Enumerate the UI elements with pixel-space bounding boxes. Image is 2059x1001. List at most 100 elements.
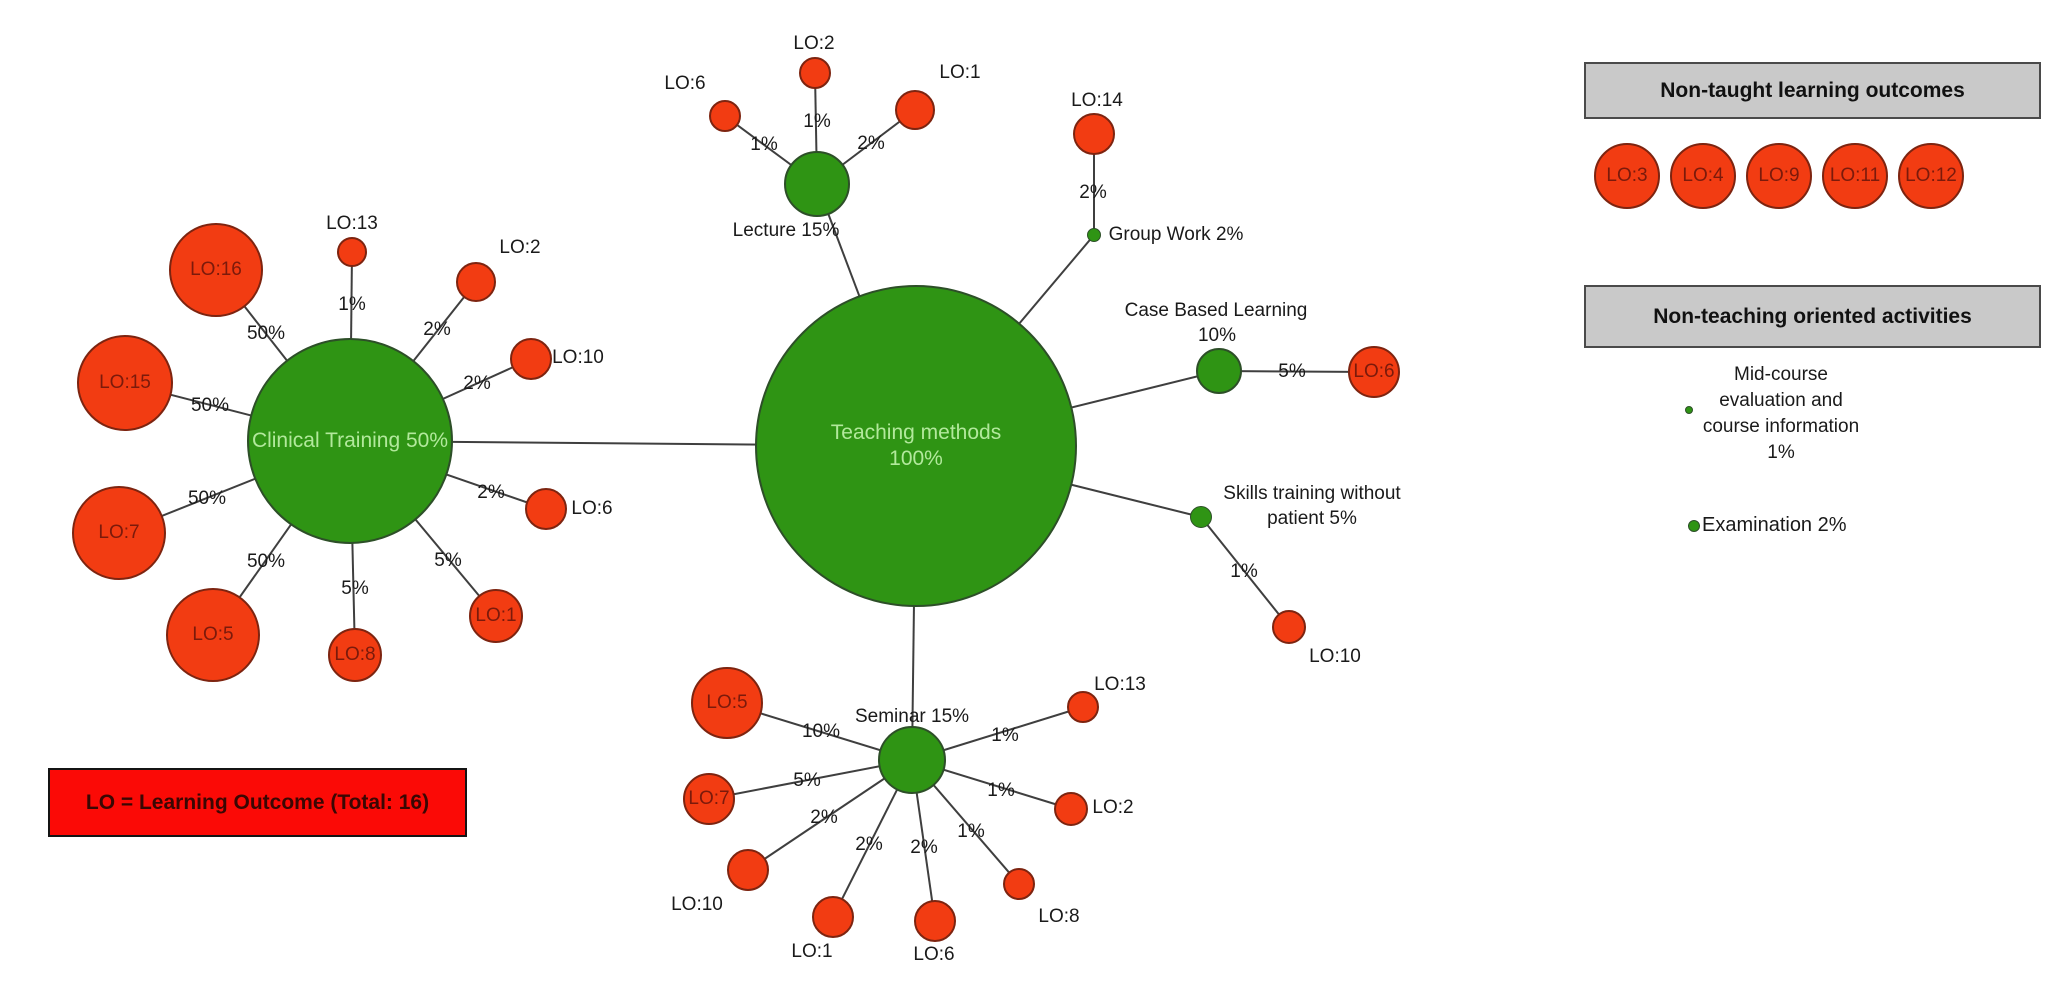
diagram-text-label: LO:13 bbox=[326, 213, 378, 234]
node-label: LO:11 bbox=[1829, 165, 1881, 187]
edge-percentage-label: 2% bbox=[423, 319, 451, 340]
node-sem-lo7: LO:7 bbox=[683, 773, 735, 825]
edge-percentage-label: 2% bbox=[1079, 182, 1107, 203]
node-sem-lo13 bbox=[1067, 691, 1099, 723]
diagram-text-label: Lecture 15% bbox=[732, 220, 840, 241]
node-lec-lo6 bbox=[709, 100, 741, 132]
node-sem-lo8 bbox=[1003, 868, 1035, 900]
examination-label: Examination 2% bbox=[1702, 514, 1847, 536]
node-ct-lo16: LO:16 bbox=[169, 223, 263, 317]
node-sem-lo6 bbox=[914, 900, 956, 942]
edge-percentage-label: 1% bbox=[338, 294, 366, 315]
edge-percentage-label: 1% bbox=[1230, 561, 1258, 582]
node-sk-lo10 bbox=[1272, 610, 1306, 644]
diagram-text-label: LO:10 bbox=[671, 894, 723, 915]
node-nt-lo9: LO:9 bbox=[1746, 143, 1812, 209]
node-midcourse-dot bbox=[1685, 406, 1693, 414]
diagram-text-label: LO:10 bbox=[552, 347, 604, 368]
edge-percentage-label: 1% bbox=[803, 111, 831, 132]
diagram-text-label: LO:2 bbox=[499, 237, 541, 258]
node-nt-lo3: LO:3 bbox=[1594, 143, 1660, 209]
node-label: LO:5 bbox=[192, 624, 234, 646]
node-teaching-methods: Teaching methods 100% bbox=[755, 285, 1077, 607]
node-label: LO:3 bbox=[1606, 165, 1648, 187]
non-taught-header: Non-taught learning outcomes bbox=[1584, 62, 2041, 119]
diagram-text-label: Group Work 2% bbox=[1108, 224, 1244, 245]
node-ct-lo1: LO:1 bbox=[469, 589, 523, 643]
node-label: LO:6 bbox=[1353, 361, 1395, 383]
edge-percentage-label: 1% bbox=[750, 134, 778, 155]
node-ct-lo2 bbox=[456, 262, 496, 302]
diagram-text-label: LO:1 bbox=[791, 941, 833, 962]
non-teaching-header: Non-teaching oriented activities bbox=[1584, 285, 2041, 348]
node-label: LO:15 bbox=[99, 372, 151, 394]
node-lec-lo1 bbox=[895, 90, 935, 130]
node-sem-lo2 bbox=[1054, 792, 1088, 826]
edge-percentage-label: 5% bbox=[434, 550, 462, 571]
edge-skills-training--sk-lo10 bbox=[1200, 516, 1290, 628]
node-ct-lo15: LO:15 bbox=[77, 335, 173, 431]
diagram-text-label: Seminar 15% bbox=[854, 706, 970, 727]
edge-percentage-label: 2% bbox=[477, 482, 505, 503]
diagram-text-label: LO:13 bbox=[1094, 674, 1146, 695]
diagram-text-label: Skills training without bbox=[1223, 483, 1401, 504]
node-label: LO:7 bbox=[98, 522, 140, 544]
node-ct-lo6 bbox=[525, 488, 567, 530]
edge-percentage-label: 5% bbox=[1278, 361, 1306, 382]
legend-text: LO = Learning Outcome (Total: 16) bbox=[85, 790, 430, 814]
node-ct-lo13 bbox=[337, 237, 367, 267]
node-sem-lo10 bbox=[727, 849, 769, 891]
node-label: Clinical Training 50% bbox=[251, 428, 449, 452]
node-gw-lo14 bbox=[1073, 113, 1115, 155]
node-ct-lo5: LO:5 bbox=[166, 588, 260, 682]
node-nt-lo12: LO:12 bbox=[1898, 143, 1964, 209]
edge-percentage-label: 50% bbox=[190, 395, 230, 416]
node-clinical-training: Clinical Training 50% bbox=[247, 338, 453, 544]
node-label: LO:16 bbox=[190, 259, 242, 281]
node-ct-lo10 bbox=[510, 338, 552, 380]
node-nt-lo4: LO:4 bbox=[1670, 143, 1736, 209]
diagram-text-label: Case Based Learning bbox=[1124, 300, 1308, 321]
node-nt-lo11: LO:11 bbox=[1822, 143, 1888, 209]
node-sem-lo5: LO:5 bbox=[691, 667, 763, 739]
edge-percentage-label: 2% bbox=[910, 837, 938, 858]
diagram-text-label: LO:6 bbox=[571, 498, 613, 519]
midcourse-line-4: 1% bbox=[1767, 442, 1795, 463]
diagram-text-label: LO:14 bbox=[1071, 90, 1123, 111]
diagram-text-label: LO:6 bbox=[913, 944, 955, 965]
midcourse-line-2: evaluation and bbox=[1719, 390, 1843, 411]
node-label: LO:1 bbox=[475, 605, 517, 627]
midcourse-label: Mid-course evaluation and course informa… bbox=[1661, 362, 1901, 466]
diagram-text-label: LO:10 bbox=[1309, 646, 1361, 667]
edge-percentage-label: 1% bbox=[991, 725, 1019, 746]
node-sem-lo1 bbox=[812, 896, 854, 938]
diagram-text-label: LO:1 bbox=[939, 62, 981, 83]
node-label: Teaching methods bbox=[830, 420, 1002, 444]
edge-percentage-label: 1% bbox=[987, 780, 1015, 801]
node-label: LO:12 bbox=[1905, 165, 1957, 187]
node-label: LO:9 bbox=[1758, 165, 1800, 187]
edge-percentage-label: 2% bbox=[810, 807, 838, 828]
midcourse-line-1: Mid-course bbox=[1734, 364, 1828, 385]
node-lec-lo2 bbox=[799, 57, 831, 89]
legend-box: LO = Learning Outcome (Total: 16) bbox=[48, 768, 467, 837]
diagram-text-label: LO:2 bbox=[793, 33, 835, 54]
diagram-text-label: patient 5% bbox=[1267, 508, 1357, 529]
edge-percentage-label: 50% bbox=[246, 551, 286, 572]
edge-percentage-label: 5% bbox=[341, 578, 369, 599]
node-examination-dot bbox=[1688, 520, 1700, 532]
node-label: LO:4 bbox=[1682, 165, 1724, 187]
diagram-text-label: LO:2 bbox=[1092, 797, 1134, 818]
node-label: 100% bbox=[889, 447, 943, 470]
node-ct-lo7: LO:7 bbox=[72, 486, 166, 580]
node-cbl-lo6: LO:6 bbox=[1348, 346, 1400, 398]
edge-percentage-label: 2% bbox=[857, 133, 885, 154]
node-case-based-learning bbox=[1196, 348, 1242, 394]
edge-percentage-label: 10% bbox=[801, 721, 841, 742]
edge-percentage-label: 2% bbox=[463, 373, 491, 394]
node-ct-lo8: LO:8 bbox=[328, 628, 382, 682]
node-skills-training bbox=[1190, 506, 1212, 528]
node-group-work bbox=[1087, 228, 1101, 242]
diagram-text-label: LO:8 bbox=[1038, 906, 1080, 927]
